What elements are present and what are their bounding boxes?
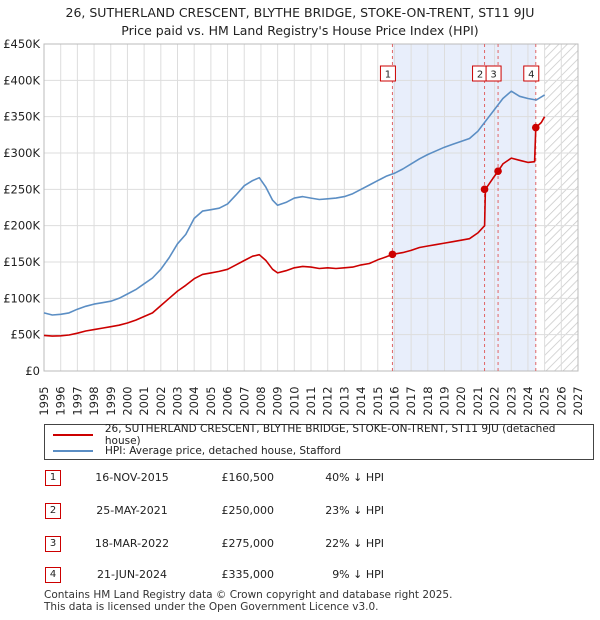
x-tick-label: 1997 bbox=[70, 386, 84, 415]
x-tick-label: 2016 bbox=[387, 386, 401, 415]
x-tick-label: 2013 bbox=[337, 386, 351, 415]
y-tick-label: £0 bbox=[25, 364, 40, 378]
x-tick-label: 2014 bbox=[354, 386, 368, 415]
x-tick-label: 2002 bbox=[154, 386, 168, 415]
legend-swatch-property bbox=[53, 434, 93, 436]
y-tick-label: £250K bbox=[3, 182, 40, 196]
sale-label-box bbox=[485, 65, 502, 82]
x-tick-label: 2011 bbox=[304, 386, 318, 415]
x-tick-label: 2001 bbox=[137, 386, 151, 415]
x-tick-label: 1996 bbox=[54, 386, 68, 415]
y-tick-label: £350K bbox=[3, 110, 40, 124]
x-tick-label: 2012 bbox=[321, 386, 335, 415]
sale-label-text: 4 bbox=[528, 70, 534, 81]
x-tick-label: 2021 bbox=[471, 386, 485, 415]
x-tick-label: 2022 bbox=[488, 386, 502, 415]
legend-label-hpi: HPI: Average price, detached house, Staf… bbox=[105, 445, 342, 457]
sale-point bbox=[388, 250, 397, 259]
x-tick-label: 1995 bbox=[37, 386, 51, 415]
x-tick-label: 2019 bbox=[438, 386, 452, 415]
footer-attribution: Contains HM Land Registry data © Crown c… bbox=[44, 589, 452, 613]
sale-price: £250,000 bbox=[221, 504, 275, 517]
y-tick-label: £100K bbox=[3, 291, 40, 305]
sale-label-text: 1 bbox=[385, 70, 391, 81]
table-row: 3 18-MAR-2022 £275,000 22% ↓ HPI bbox=[44, 536, 464, 556]
y-tick-label: £450K bbox=[3, 37, 40, 51]
x-tick-label: 1999 bbox=[104, 386, 118, 415]
chart-title: 26, SUTHERLAND CRESCENT, BLYTHE BRIDGE, … bbox=[0, 4, 600, 40]
sale-date: 18-MAR-2022 bbox=[94, 537, 170, 550]
x-tick-label: 2017 bbox=[404, 386, 418, 415]
x-tick-label: 2023 bbox=[504, 386, 518, 415]
legend-item-property: 26, SUTHERLAND CRESCENT, BLYTHE BRIDGE, … bbox=[53, 423, 593, 447]
sale-date: 21-JUN-2024 bbox=[96, 568, 168, 581]
y-tick-label: £50K bbox=[11, 328, 41, 342]
sale-hpi-diff: 22% ↓ HPI bbox=[325, 537, 384, 550]
sale-number-badge: 1 bbox=[45, 470, 61, 486]
legend-item-hpi: HPI: Average price, detached house, Staf… bbox=[53, 443, 341, 459]
table-row: 2 25-MAY-2021 £250,000 23% ↓ HPI bbox=[44, 503, 464, 523]
footer-line2: This data is licensed under the Open Gov… bbox=[44, 601, 379, 613]
sale-label-text: 3 bbox=[490, 70, 496, 81]
sale-label-text: 2 bbox=[477, 70, 483, 81]
sale-label-box bbox=[379, 65, 396, 82]
x-tick-label: 2003 bbox=[171, 386, 185, 415]
y-tick-label: £150K bbox=[3, 255, 40, 269]
x-tick-label: 2018 bbox=[421, 386, 435, 415]
sale-date: 16-NOV-2015 bbox=[95, 471, 169, 484]
x-tick-label: 2006 bbox=[221, 386, 235, 415]
y-tick-label: £300K bbox=[3, 146, 40, 160]
sale-date: 25-MAY-2021 bbox=[96, 504, 168, 517]
sale-hpi-diff: 9% ↓ HPI bbox=[332, 568, 384, 581]
table-row: 4 21-JUN-2024 £335,000 9% ↓ HPI bbox=[44, 567, 464, 587]
sale-point bbox=[494, 167, 502, 175]
chart-title-line2: Price paid vs. HM Land Registry's House … bbox=[121, 23, 479, 38]
x-tick-label: 2005 bbox=[204, 386, 218, 415]
x-tick-label: 2010 bbox=[287, 386, 301, 415]
sale-price: £160,500 bbox=[221, 471, 275, 484]
x-tick-label: 2015 bbox=[371, 386, 385, 415]
x-tick-label: 2004 bbox=[187, 386, 201, 415]
legend-swatch-hpi bbox=[53, 450, 93, 452]
sale-price: £335,000 bbox=[221, 568, 275, 581]
footer-line1: Contains HM Land Registry data © Crown c… bbox=[44, 589, 453, 601]
x-tick-label: 2008 bbox=[254, 386, 268, 415]
y-tick-label: £400K bbox=[3, 73, 40, 87]
x-tick-label: 2026 bbox=[554, 386, 568, 415]
x-tick-label: 2020 bbox=[454, 386, 468, 415]
legend: 26, SUTHERLAND CRESCENT, BLYTHE BRIDGE, … bbox=[44, 423, 594, 460]
sale-point bbox=[480, 185, 489, 194]
sale-hpi-diff: 23% ↓ HPI bbox=[325, 504, 384, 517]
sale-hpi-diff: 40% ↓ HPI bbox=[325, 471, 384, 484]
x-tick-label: 2025 bbox=[538, 386, 552, 415]
plot-frame bbox=[43, 43, 579, 372]
ownership-shaded-band bbox=[392, 44, 536, 371]
sale-label-box bbox=[523, 65, 540, 82]
chart-title-line1: 26, SUTHERLAND CRESCENT, BLYTHE BRIDGE, … bbox=[65, 5, 535, 20]
sale-number-badge: 2 bbox=[45, 503, 61, 519]
sale-number-badge: 4 bbox=[45, 567, 61, 583]
table-row: 1 16-NOV-2015 £160,500 40% ↓ HPI bbox=[44, 470, 464, 490]
x-tick-label: 2000 bbox=[120, 386, 134, 415]
x-tick-label: 2007 bbox=[237, 386, 251, 415]
x-tick-label: 1998 bbox=[87, 386, 101, 415]
sale-point bbox=[531, 123, 540, 132]
x-tick-label: 2024 bbox=[521, 386, 535, 415]
x-tick-label: 2009 bbox=[271, 386, 285, 415]
y-tick-label: £200K bbox=[3, 219, 40, 233]
x-tick-label: 2027 bbox=[571, 386, 585, 415]
hpi-series-line bbox=[43, 90, 546, 316]
property-series-line bbox=[43, 116, 546, 337]
price-chart: £0 £50K £100K £150K £200K £250K £300K £350K £400… bbox=[3, 37, 585, 416]
sale-price: £275,000 bbox=[221, 537, 275, 550]
legend-label-property: 26, SUTHERLAND CRESCENT, BLYTHE BRIDGE, … bbox=[104, 423, 556, 447]
sale-number-badge: 3 bbox=[45, 536, 61, 552]
